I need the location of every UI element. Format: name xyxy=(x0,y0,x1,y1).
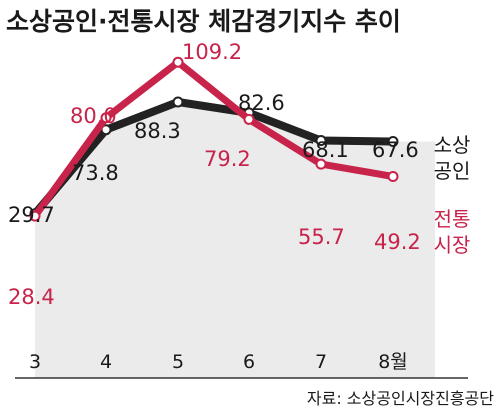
series-1-point-3 xyxy=(243,113,255,125)
data-label-1-0: 28.4 xyxy=(8,285,55,309)
series-1-point-4 xyxy=(315,158,327,170)
data-label-1-2: 109.2 xyxy=(182,40,242,64)
series-0-point-5 xyxy=(387,136,399,147)
chart-marks: 29.7 73.8 88.3 82.6 68.1 67.6 28.4 80.0 109.2 79.… xyxy=(8,40,470,378)
series-0-point-2 xyxy=(172,96,184,108)
series-1-point-2 xyxy=(172,56,184,68)
x-tick-label-0: 3 xyxy=(29,351,41,373)
series-1-point-0 xyxy=(29,210,41,222)
x-tick-label-4: 7 xyxy=(315,351,327,373)
series-1-point-1 xyxy=(100,112,112,124)
data-label-0-5: 67.6 xyxy=(372,138,419,162)
data-label-0-0: 29.7 xyxy=(8,203,55,227)
x-tick-label-5: 8월 xyxy=(378,351,408,373)
chart-title: 소상공인·전통시장 체감경기지수 추이 xyxy=(6,7,401,36)
source-note: 자료: 소상공인시장진흥공단 xyxy=(307,389,494,408)
series-line-0 xyxy=(31,98,397,218)
data-label-0-3: 82.6 xyxy=(238,91,285,115)
legend-0-line-0: 소상 xyxy=(434,133,471,157)
x-tick-label-3: 6 xyxy=(243,351,255,373)
series-line-1 xyxy=(31,58,397,220)
data-label-0-2: 88.3 xyxy=(134,119,181,143)
legend-0-line-1: 공인 xyxy=(434,159,471,183)
x-tick-label-2: 5 xyxy=(172,351,184,373)
data-label-1-1: 80.0 xyxy=(70,104,117,128)
series-1-point-5 xyxy=(387,171,399,182)
data-label-0-1: 73.8 xyxy=(72,161,119,185)
area-fill xyxy=(35,102,435,378)
x-tick-label-1: 4 xyxy=(100,351,112,373)
data-label-1-4: 55.7 xyxy=(298,225,345,249)
series-0-point-4 xyxy=(315,135,327,146)
legend-1-line-0: 전통 xyxy=(434,207,471,231)
data-label-0-4: 68.1 xyxy=(302,138,349,162)
legend-1-line-1: 시장 xyxy=(434,233,471,257)
data-label-1-5: 49.2 xyxy=(374,230,421,254)
data-label-1-3: 79.2 xyxy=(204,147,251,171)
